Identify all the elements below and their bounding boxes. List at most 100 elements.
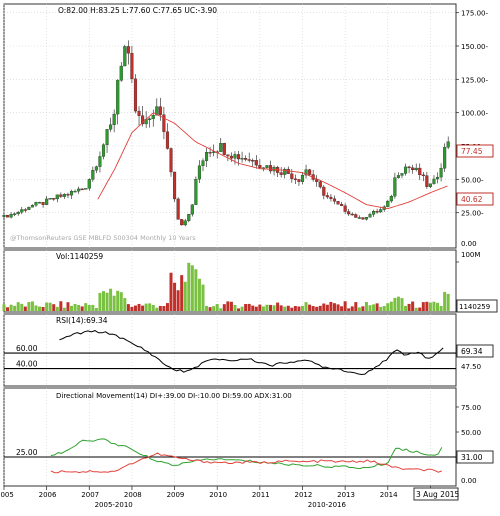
price-series [2, 40, 450, 227]
candle-body [37, 202, 42, 204]
price-tick-label: 100.00- [461, 110, 488, 118]
volume-bar [265, 304, 269, 311]
candle-body [343, 205, 347, 212]
volume-bar [105, 292, 109, 311]
volume-bar [244, 304, 248, 311]
volume-bar [251, 305, 255, 311]
dm-header: Directional Movement(14) DI+:39.00 DI-:1… [56, 392, 292, 400]
candle-body [77, 188, 81, 192]
volume-bar [2, 304, 6, 311]
price-zero-label: 0.00 [461, 240, 477, 248]
year-label: 2006 [39, 491, 57, 499]
volume-bar [205, 305, 209, 311]
candle-body [290, 173, 294, 179]
candle-body [62, 194, 66, 197]
volume-bar [340, 306, 344, 311]
candle-body [84, 188, 88, 190]
volume-bar [233, 304, 237, 311]
candle-body [322, 186, 326, 196]
volume-bar [151, 304, 155, 311]
candle-body [229, 155, 233, 159]
volume-bar [70, 305, 74, 311]
volume-bar [148, 303, 152, 311]
volume-bar [347, 308, 351, 311]
candle-body [27, 207, 31, 210]
volume-bar [173, 282, 177, 311]
dm-panel [3, 387, 457, 487]
candle-body [407, 166, 411, 169]
volume-bar [240, 306, 244, 311]
candle-body [222, 143, 226, 155]
candle-body [425, 175, 429, 187]
candle-body [236, 154, 241, 160]
volume-bar [372, 304, 376, 311]
candle-body [368, 214, 372, 218]
candle-body [354, 214, 358, 218]
candle-body [165, 131, 170, 149]
candle-body [219, 143, 223, 152]
volume-bar [91, 304, 95, 311]
volume-bar [425, 301, 429, 311]
volume-bar [162, 306, 166, 311]
volume-bar [66, 302, 70, 311]
last-price-label: 77.45 [461, 147, 483, 156]
volume-bar [98, 292, 102, 311]
candle-body [428, 183, 432, 187]
volume-bar [368, 305, 372, 311]
candle-body [247, 159, 251, 161]
rsi-tick-label: 47.50 [461, 363, 481, 371]
candle-body [66, 194, 70, 196]
volume-bar [212, 306, 216, 311]
volume-bar [112, 295, 116, 311]
volume-series [2, 262, 450, 311]
candle-body [347, 211, 351, 215]
volume-bar [158, 305, 162, 311]
volume-bar [109, 288, 113, 311]
candle-body [443, 147, 447, 169]
dm-series: 25.00 [4, 438, 456, 474]
candle-body [414, 167, 418, 171]
volume-bar [443, 291, 447, 311]
rsi-level-label: 60.00 [16, 344, 38, 353]
volume-bar [183, 281, 187, 311]
candle-body [158, 106, 162, 115]
volume-bar [283, 306, 287, 311]
candle-body [59, 194, 63, 197]
volume-bar [222, 304, 226, 311]
volume-bar [62, 307, 66, 311]
candle-body [435, 176, 440, 180]
volume-bar [16, 302, 20, 311]
candle-body [204, 152, 209, 161]
candle-body [119, 65, 123, 81]
candle-body [94, 166, 98, 171]
volume-bar [322, 303, 326, 311]
year-label: 2014 [380, 491, 398, 499]
price-tick-label: 150.00- [461, 43, 488, 51]
candle-body [332, 198, 337, 202]
volume-bar [318, 305, 322, 311]
volume-bar [194, 269, 198, 311]
volume-bar [144, 303, 148, 311]
dm-tick-label: 75.00 [461, 404, 481, 412]
volume-bar [34, 305, 38, 311]
candle-body [151, 115, 155, 119]
volume-bar [421, 302, 425, 311]
volume-bar [41, 306, 45, 311]
volume-bar [304, 302, 308, 311]
candle-body [48, 198, 52, 200]
candle-body [34, 202, 38, 206]
dm-level-label: 25.00 [16, 448, 38, 457]
candle-body [55, 194, 59, 200]
candle-body [73, 190, 77, 193]
candle-body [52, 198, 56, 200]
candle-body [364, 217, 369, 220]
candle-body [169, 148, 173, 173]
candle-body [254, 160, 258, 166]
volume-bar [436, 302, 440, 311]
volume-bar [279, 305, 283, 311]
volume-bar [6, 307, 10, 311]
year-label: 2013 [337, 491, 355, 499]
candle-body [279, 172, 283, 175]
candle-body [45, 198, 49, 205]
